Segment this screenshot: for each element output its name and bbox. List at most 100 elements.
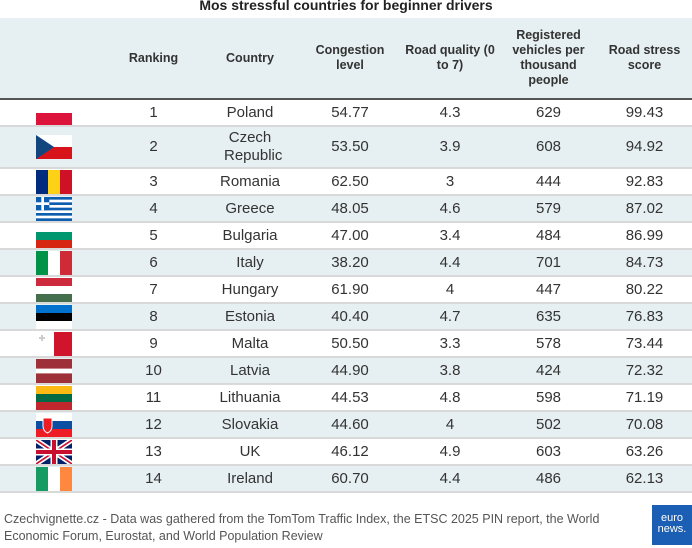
table-cell: 84.73 bbox=[597, 249, 692, 277]
table-cell: 44.53 bbox=[300, 384, 400, 412]
source-note: Czechvignette.cz - Data was gathered fro… bbox=[4, 512, 600, 543]
table-cell: 635 bbox=[500, 303, 597, 331]
table-row: 5 Bulgaria 47.00 3.4 484 86.99 bbox=[0, 222, 692, 250]
table-cell: 50.50 bbox=[300, 330, 400, 358]
table-row: 12 Slovakia 44.60 4 502 70.08 bbox=[0, 411, 692, 439]
table-cell: 484 bbox=[500, 222, 597, 250]
table-row: 9 Malta 50.50 3.3 578 73.44 bbox=[0, 330, 692, 358]
table-cell: 44.60 bbox=[300, 411, 400, 439]
table-cell: 502 bbox=[500, 411, 597, 439]
flag bbox=[35, 412, 72, 437]
table-cell: 4.7 bbox=[400, 303, 500, 331]
flag-cell bbox=[0, 438, 107, 466]
flag bbox=[35, 277, 72, 302]
table-row: 4 Greece 48.05 4.6 579 87.02 bbox=[0, 195, 692, 223]
table-cell: 63.26 bbox=[597, 438, 692, 466]
table-cell: 86.99 bbox=[597, 222, 692, 250]
flag-cell bbox=[0, 126, 107, 169]
flag-cell bbox=[0, 411, 107, 439]
table-cell: 99.43 bbox=[597, 99, 692, 127]
logo-line: news. bbox=[657, 523, 687, 535]
table-row: 6 Italy 38.20 4.4 701 84.73 bbox=[0, 249, 692, 277]
table-cell: Poland bbox=[200, 99, 300, 127]
flag bbox=[35, 223, 72, 248]
table-cell: 92.83 bbox=[597, 168, 692, 196]
table-cell: 12 bbox=[107, 411, 200, 439]
column-header: Road quality (0 to 7) bbox=[400, 18, 500, 100]
table-cell: 4.4 bbox=[400, 249, 500, 277]
table-cell: 4.8 bbox=[400, 384, 500, 412]
table-cell: Latvia bbox=[200, 357, 300, 385]
table-cell: 4 bbox=[400, 276, 500, 304]
logo-line: euro bbox=[660, 512, 684, 524]
table-row: 3 Romania 62.50 3 444 92.83 bbox=[0, 168, 692, 196]
table-cell: 4.6 bbox=[400, 195, 500, 223]
table-cell: 72.32 bbox=[597, 357, 692, 385]
table-cell: 87.02 bbox=[597, 195, 692, 223]
table-cell: 13 bbox=[107, 438, 200, 466]
table-cell: Ireland bbox=[200, 465, 300, 493]
column-header: Road stress score bbox=[597, 18, 692, 100]
table-cell: 73.44 bbox=[597, 330, 692, 358]
table-cell: Romania bbox=[200, 168, 300, 196]
table-cell: 60.70 bbox=[300, 465, 400, 493]
table-cell: 4.3 bbox=[400, 99, 500, 127]
column-header: Congestion level bbox=[300, 18, 400, 100]
table-cell: 486 bbox=[500, 465, 597, 493]
table-row: 8 Estonia 40.40 4.7 635 76.83 bbox=[0, 303, 692, 331]
table-cell: 1 bbox=[107, 99, 200, 127]
flag bbox=[35, 169, 72, 194]
table-cell: Bulgaria bbox=[200, 222, 300, 250]
table-cell: 46.12 bbox=[300, 438, 400, 466]
flag bbox=[35, 196, 72, 221]
table-cell: 6 bbox=[107, 249, 200, 277]
table-cell: 62.50 bbox=[300, 168, 400, 196]
table-cell: 38.20 bbox=[300, 249, 400, 277]
column-header: Registered vehicles per thousand people bbox=[500, 18, 597, 100]
table-cell: 48.05 bbox=[300, 195, 400, 223]
table-row: 7 Hungary 61.90 4 447 80.22 bbox=[0, 276, 692, 304]
flag bbox=[35, 358, 72, 383]
table-cell: 579 bbox=[500, 195, 597, 223]
table-cell: 94.92 bbox=[597, 126, 692, 169]
table-cell: 4 bbox=[107, 195, 200, 223]
logo: euro news. bbox=[652, 505, 692, 545]
table-cell: Lithuania bbox=[200, 384, 300, 412]
column-header: Country bbox=[200, 18, 300, 100]
table-cell: Estonia bbox=[200, 303, 300, 331]
table-cell: 701 bbox=[500, 249, 597, 277]
table-cell: 4 bbox=[400, 411, 500, 439]
table-cell: 629 bbox=[500, 99, 597, 127]
table-cell: 598 bbox=[500, 384, 597, 412]
table-cell: 76.83 bbox=[597, 303, 692, 331]
table-cell: Malta bbox=[200, 330, 300, 358]
table-cell: 9 bbox=[107, 330, 200, 358]
flag bbox=[35, 466, 72, 491]
table-cell: 444 bbox=[500, 168, 597, 196]
table-cell: 3.3 bbox=[400, 330, 500, 358]
table-cell: 40.40 bbox=[300, 303, 400, 331]
table-cell: 424 bbox=[500, 357, 597, 385]
flag-cell bbox=[0, 222, 107, 250]
table-cell: 2 bbox=[107, 126, 200, 169]
table-cell: 61.90 bbox=[300, 276, 400, 304]
table-row: 13 UK 46.12 4.9 603 63.26 bbox=[0, 438, 692, 466]
table-cell: Italy bbox=[200, 249, 300, 277]
table-cell: 3.4 bbox=[400, 222, 500, 250]
table-cell: 80.22 bbox=[597, 276, 692, 304]
table-cell: 7 bbox=[107, 276, 200, 304]
table-cell: 14 bbox=[107, 465, 200, 493]
flag bbox=[35, 304, 72, 329]
table-cell: UK bbox=[200, 438, 300, 466]
table-cell: 4.9 bbox=[400, 438, 500, 466]
header-row: Ranking Country Congestion level Road quali… bbox=[0, 18, 692, 100]
flag-cell bbox=[0, 303, 107, 331]
table-cell: 5 bbox=[107, 222, 200, 250]
table-cell: 578 bbox=[500, 330, 597, 358]
table-cell: 603 bbox=[500, 438, 597, 466]
flag bbox=[35, 385, 72, 410]
table-cell: 54.77 bbox=[300, 99, 400, 127]
flag-cell bbox=[0, 168, 107, 196]
table-cell: 71.19 bbox=[597, 384, 692, 412]
